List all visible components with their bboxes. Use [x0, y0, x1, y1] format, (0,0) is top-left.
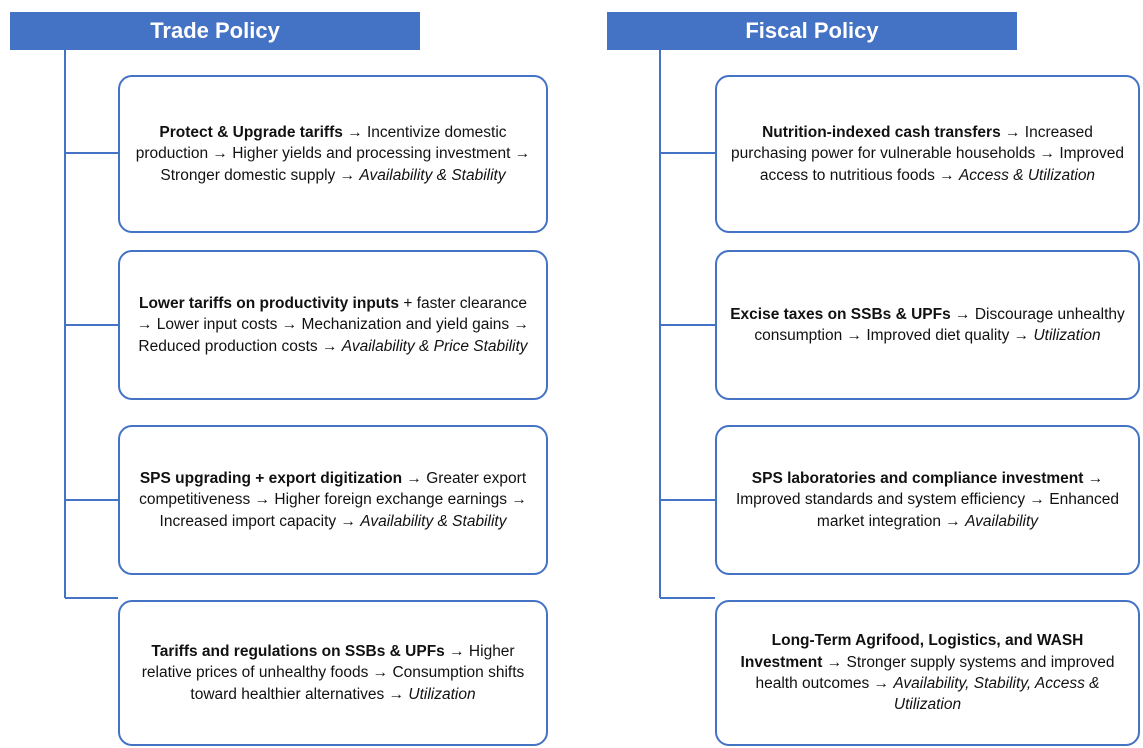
box-outcome: Access & Utilization	[958, 166, 1096, 184]
box-pathway: → Improved standards and system efficien…	[735, 469, 1120, 530]
box-pathway: + faster clearance → Lower input costs →…	[136, 294, 529, 355]
box-outcome: Availability	[965, 512, 1039, 530]
box-text: Nutrition-indexed cash transfers → Incre…	[729, 122, 1126, 186]
box-pathway: → Higher relative prices of unhealthy fo…	[141, 642, 525, 703]
policy-box: SPS laboratories and compliance investme…	[715, 425, 1140, 575]
box-lever: SPS upgrading + export digitization	[139, 469, 403, 487]
box-pathway: → Discourage unhealthy consumption → Imp…	[754, 305, 1125, 344]
box-outcome: Utilization	[1033, 327, 1101, 344]
box-lever: Tariffs and regulations on SSBs & UPFs	[151, 642, 445, 660]
box-lever: Excise taxes on SSBs & UPFs	[730, 305, 951, 323]
box-text: Lower tariffs on productivity inputs + f…	[132, 293, 534, 357]
box-outcome: Availability & Stability	[360, 512, 507, 530]
box-text: Tariffs and regulations on SSBs & UPFs →…	[132, 641, 534, 705]
fiscal-connectors	[659, 50, 715, 599]
box-lever: Long-Term Agrifood, Logistics, and WASH …	[740, 632, 1084, 671]
box-text: Long-Term Agrifood, Logistics, and WASH …	[729, 630, 1126, 716]
column-title: Trade Policy	[10, 12, 420, 50]
trade-connectors	[64, 50, 118, 599]
box-outcome: Availability & Stability	[359, 166, 506, 184]
column-title: Fiscal Policy	[607, 12, 1017, 50]
policy-box: Excise taxes on SSBs & UPFs → Discourage…	[715, 250, 1140, 400]
box-text: SPS upgrading + export digitization → Gr…	[132, 468, 534, 532]
box-text: Excise taxes on SSBs & UPFs → Discourage…	[729, 304, 1126, 347]
policy-box: SPS upgrading + export digitization → Gr…	[118, 425, 548, 575]
box-lever: SPS laboratories and compliance investme…	[751, 469, 1084, 487]
policy-box: Tariffs and regulations on SSBs & UPFs →…	[118, 600, 548, 746]
policy-box: Long-Term Agrifood, Logistics, and WASH …	[715, 600, 1140, 746]
box-text: SPS laboratories and compliance investme…	[729, 468, 1126, 532]
box-outcome: Utilization	[408, 685, 476, 703]
box-lever: Nutrition-indexed cash transfers	[762, 123, 1001, 141]
box-outcome: Availability & Price Stability	[341, 337, 528, 355]
box-pathway: → Incentivize domestic production → High…	[135, 123, 531, 184]
box-pathway: → Increased purchasing power for vulnera…	[731, 123, 1124, 184]
box-pathway: → Greater export competitiveness → Highe…	[139, 469, 527, 530]
box-text: Protect & Upgrade tariffs → Incentivize …	[132, 122, 534, 186]
policy-box: Protect & Upgrade tariffs → Incentivize …	[118, 75, 548, 233]
policy-box: Nutrition-indexed cash transfers → Incre…	[715, 75, 1140, 233]
box-lever: Protect & Upgrade tariffs	[159, 123, 343, 141]
box-outcome: Availability, Stability, Access & Utiliz…	[893, 675, 1100, 714]
box-lever: Lower tariffs on productivity inputs	[138, 294, 400, 312]
box-pathway: → Stronger supply systems and improved h…	[755, 653, 1115, 692]
policy-box: Lower tariffs on productivity inputs + f…	[118, 250, 548, 400]
